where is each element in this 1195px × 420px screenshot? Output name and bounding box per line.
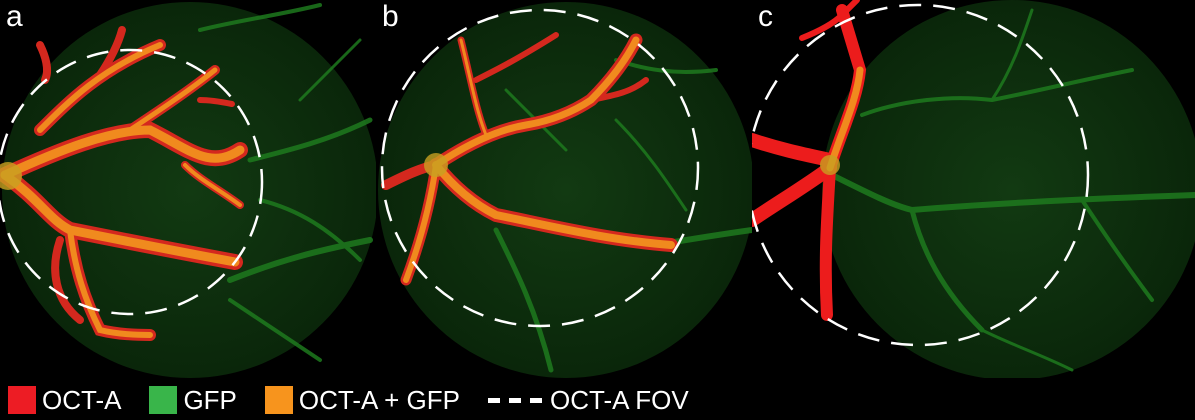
legend-label: OCT-A FOV bbox=[550, 384, 689, 415]
fov-disc bbox=[822, 0, 1195, 378]
legend-label: GFP bbox=[183, 384, 237, 415]
legend-item-gfp: GFP bbox=[149, 384, 237, 416]
oct-a-fov-circle bbox=[0, 48, 264, 316]
legend-dash-swatch bbox=[488, 386, 542, 414]
overlap-vessels bbox=[0, 26, 248, 341]
legend-item-oct-a: OCT-A bbox=[8, 385, 121, 416]
panel-b: b bbox=[376, 0, 752, 378]
panel-b-image bbox=[376, 0, 752, 378]
legend-label: OCT-A bbox=[42, 384, 122, 415]
optic-disc bbox=[424, 153, 448, 177]
legend-swatch bbox=[8, 386, 36, 414]
oct-a-fov-circle bbox=[380, 8, 700, 328]
legend-swatch bbox=[149, 386, 178, 414]
optic-disc bbox=[0, 162, 22, 190]
gfp-vessels bbox=[829, 8, 1195, 372]
panel-label: c bbox=[758, 0, 773, 33]
legend: OCT-A GFP OCT-A + GFP OCT-A FOV bbox=[0, 380, 1195, 420]
panel-a: a bbox=[0, 0, 376, 378]
optic-disc bbox=[820, 155, 840, 175]
panel-label: a bbox=[6, 0, 23, 33]
legend-swatch bbox=[264, 386, 293, 414]
panel-c-image bbox=[752, 0, 1195, 378]
microscopy-figure: a bbox=[0, 0, 1195, 378]
oct-a-fov-circle bbox=[752, 3, 1090, 347]
panel-c: c bbox=[752, 0, 1195, 378]
legend-label: OCT-A + GFP bbox=[298, 384, 460, 415]
gfp-vessels bbox=[198, 3, 373, 362]
panel-a-image bbox=[0, 0, 376, 378]
legend-item-overlap: OCT-A + GFP bbox=[264, 384, 460, 416]
fov-disc bbox=[2, 2, 376, 378]
legend-item-fov: OCT-A FOV bbox=[488, 385, 689, 416]
panel-label: b bbox=[382, 0, 399, 33]
overlap-vessels bbox=[381, 32, 678, 286]
